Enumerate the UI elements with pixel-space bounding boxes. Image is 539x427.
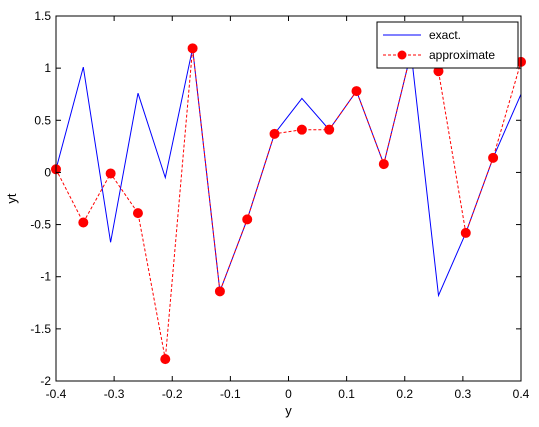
y-tick-label: -1.5 [30, 322, 51, 336]
y-tick-label: 1.5 [34, 9, 51, 23]
y-tick-label: -1 [40, 270, 51, 284]
data-point-marker [269, 128, 280, 139]
data-point-marker [214, 286, 225, 297]
y-tick-label: -0.5 [30, 218, 51, 232]
data-point-marker [105, 168, 116, 179]
x-tick-label: 0.4 [513, 387, 530, 401]
axis-ticks: -0.4 -0.3 -0.2 -0.1 0 0.1 0.2 0.3 0.4 -2 -1.5 -1 -0.… [30, 9, 529, 401]
series-line-exact [55, 48, 522, 298]
data-point-marker [78, 217, 89, 228]
x-tick-label: 0.3 [455, 387, 472, 401]
x-tick-label: 0.2 [396, 387, 413, 401]
legend-label-approximate: approximate [429, 48, 495, 62]
legend: exact. approximate [376, 21, 519, 69]
y-tick-label: 0.5 [34, 113, 51, 127]
y-tick-label: 1 [44, 61, 51, 75]
y-tick-label: -2 [40, 374, 51, 388]
series-layer [51, 43, 526, 365]
data-point-marker [242, 214, 253, 225]
data-point-marker [132, 208, 143, 219]
data-point-marker [351, 86, 362, 97]
legend-marker-approximate [397, 50, 407, 60]
x-tick-label: -0.3 [104, 387, 125, 401]
data-point-marker [187, 43, 198, 54]
legend-label-exact: exact. [429, 28, 461, 42]
x-tick-label: -0.2 [162, 387, 183, 401]
data-point-marker [488, 152, 499, 163]
data-point-marker [324, 124, 335, 135]
data-point-marker [296, 124, 307, 135]
data-point-marker [460, 227, 471, 238]
x-tick-label: -0.1 [220, 387, 241, 401]
y-tick-label: 0 [44, 165, 51, 179]
data-point-marker [160, 354, 171, 365]
data-point-marker [378, 159, 389, 170]
x-tick-label: -0.4 [46, 387, 67, 401]
y-axis-label: yt [4, 193, 19, 204]
series-line-approximate [55, 48, 522, 360]
x-tick-label: 0 [285, 387, 292, 401]
x-axis-label: y [285, 403, 292, 418]
x-tick-label: 0.1 [338, 387, 355, 401]
legend-box [376, 21, 519, 69]
